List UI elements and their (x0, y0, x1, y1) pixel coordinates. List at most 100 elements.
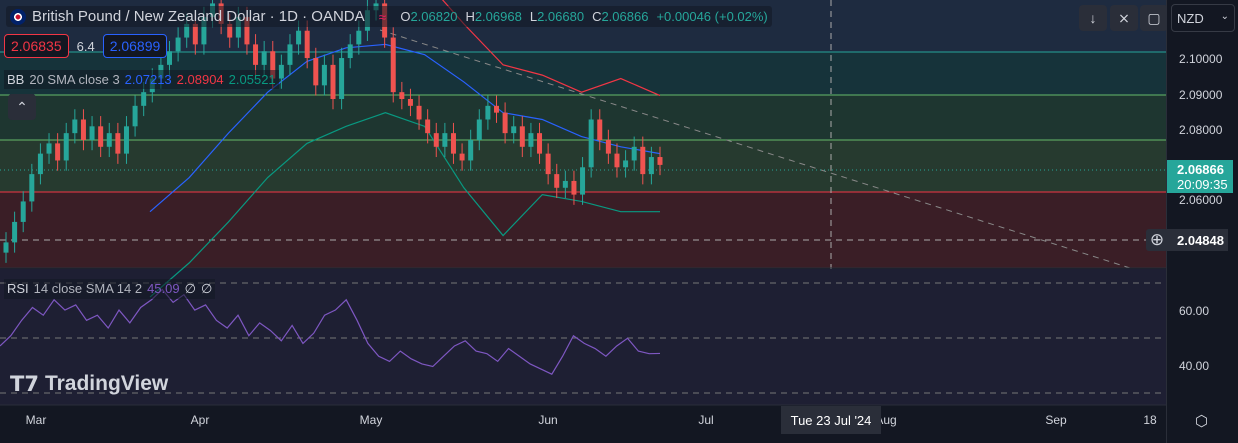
candle (580, 167, 586, 195)
candle (528, 133, 534, 147)
market-status-icon[interactable]: ≈ (378, 8, 387, 25)
candle (330, 64, 336, 100)
ohlc-values: O2.06820 H2.06968 L2.06680 C2.06866 +0.0… (400, 9, 768, 24)
candle (123, 126, 129, 154)
candle (511, 126, 517, 134)
candle (115, 133, 121, 154)
collapse-legend-button[interactable]: ⌃ (8, 94, 36, 120)
candle (485, 105, 491, 120)
candle (605, 139, 611, 154)
time-tick: Jul (698, 413, 714, 427)
price-tick: 2.09000 (1179, 88, 1223, 102)
candle (3, 242, 9, 253)
candle (571, 180, 577, 195)
tv-logo-icon: 𝗧𝟳 (10, 373, 39, 396)
candle (502, 112, 508, 134)
tradingview-logo[interactable]: 𝗧𝟳 TradingView (10, 372, 169, 396)
candle (545, 153, 551, 175)
candle (425, 119, 431, 134)
candle (494, 105, 499, 113)
candle (554, 174, 560, 188)
price-axis[interactable]: NZD ⌄ 2.10000 2.09000 2.08000 2.06000 2.0… (1166, 0, 1238, 443)
symbol-legend[interactable]: British Pound / New Zealand Dollar · 1D … (6, 6, 772, 27)
bb-legend[interactable]: BB 20 SMA close 3 2.07213 2.08904 2.0552… (4, 70, 279, 89)
candle (416, 105, 422, 120)
price-chart-canvas[interactable] (0, 0, 1166, 443)
bb-mid-line (149, 43, 661, 213)
symbol-title: British Pound / New Zealand Dollar · 1D … (32, 8, 365, 25)
candle (313, 58, 319, 86)
gbp-flag-icon (10, 8, 26, 25)
crosshair-price-label: 2.04848 (1167, 229, 1228, 251)
candle (55, 143, 61, 161)
candle (175, 37, 181, 52)
candle (356, 30, 362, 45)
time-tick: May (359, 413, 383, 427)
candle (339, 58, 345, 100)
candle (648, 157, 654, 175)
candle (287, 44, 293, 65)
time-tick: 18 (1143, 413, 1157, 427)
candle (588, 119, 594, 168)
fullscreen-button[interactable]: ▢ (1140, 5, 1168, 31)
candle (450, 133, 456, 154)
candle (390, 37, 396, 93)
candle (657, 157, 663, 165)
currency-select[interactable]: NZD ⌄ (1171, 4, 1235, 32)
price-tick: 2.08000 (1179, 123, 1223, 137)
candle (184, 23, 190, 38)
candle (562, 180, 568, 188)
candle (12, 221, 18, 243)
candle (37, 153, 43, 175)
candle (106, 133, 112, 147)
candle (519, 126, 525, 147)
candle (321, 64, 327, 86)
rsi-line (0, 288, 661, 375)
sell-button[interactable]: 2.06835 (4, 34, 69, 58)
candle (399, 92, 405, 100)
candle (304, 30, 310, 59)
crosshair-date-label: Tue 23 Jul '24 (781, 406, 881, 434)
candle (167, 51, 172, 65)
rsi-tick: 40.00 (1179, 359, 1210, 373)
candle (468, 139, 474, 161)
candle (433, 133, 439, 147)
candle (98, 126, 104, 147)
candle (296, 30, 302, 45)
time-tick: Mar (25, 413, 47, 427)
candle (89, 126, 95, 140)
candle (235, 17, 241, 38)
candle (29, 174, 35, 202)
candle (476, 119, 482, 140)
collapse-icon[interactable]: ⨯ (1110, 5, 1138, 31)
time-tick: Sep (1045, 413, 1067, 427)
candle (407, 99, 413, 106)
settings-gear-icon[interactable]: ⬡ (1195, 413, 1209, 430)
time-tick: Apr (190, 413, 210, 427)
candle (614, 153, 620, 168)
price-tick: 2.06000 (1179, 193, 1223, 207)
candle (278, 64, 284, 79)
candle (80, 119, 86, 140)
candle (192, 23, 198, 45)
candle (72, 119, 78, 134)
time-tick: Jun (538, 413, 558, 427)
candle (537, 133, 543, 154)
chevron-down-icon: ⌄ (1220, 11, 1229, 22)
rsi-legend[interactable]: RSI 14 close SMA 14 2 45.09 ∅ ∅ (4, 279, 216, 299)
buy-button[interactable]: 2.06899 (102, 34, 168, 58)
candle (270, 51, 276, 79)
current-price-label: 2.06866 20:09:35 (1167, 160, 1233, 193)
candle (201, 17, 207, 45)
candle (244, 17, 250, 45)
bb-upper-line (441, 0, 661, 97)
add-alert-plus-icon[interactable]: ⊕ (1146, 229, 1168, 251)
spread-value: 6.4 (76, 38, 95, 54)
candle (132, 105, 138, 127)
candle (442, 133, 448, 147)
scroll-to-latest-button[interactable]: ↓ (1079, 5, 1107, 31)
candle (141, 92, 147, 106)
candle (227, 23, 233, 38)
candle (347, 44, 353, 59)
candle (640, 146, 646, 175)
